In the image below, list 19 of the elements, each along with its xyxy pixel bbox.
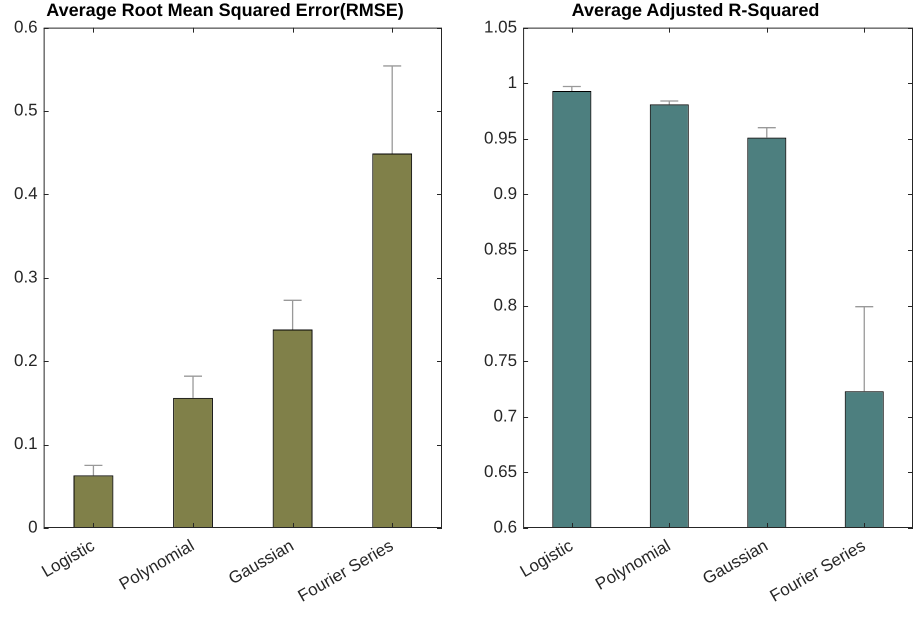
y-tick-label: 0.75 bbox=[484, 350, 518, 370]
y-tick-label: 0.1 bbox=[14, 434, 38, 454]
y-tick-label: 0.4 bbox=[14, 184, 38, 204]
chart-title: Average Root Mean Squared Error(RMSE) bbox=[46, 0, 404, 20]
chart-title: Average Adjusted R-Squared bbox=[572, 0, 820, 20]
y-tick-label: 0.3 bbox=[14, 267, 38, 286]
y-tick-label: 1.05 bbox=[484, 17, 518, 36]
y-tick-label: 0.6 bbox=[14, 17, 38, 36]
y-tick-label: 0.2 bbox=[14, 350, 38, 370]
y-tick-label: 0.95 bbox=[484, 128, 518, 148]
y-tick-label: 0.8 bbox=[493, 295, 518, 314]
y-tick-label: 0.65 bbox=[484, 462, 518, 482]
y-tick-label: 0.5 bbox=[14, 100, 38, 120]
y-tick-label: 0 bbox=[28, 518, 38, 537]
y-tick-label: 0.85 bbox=[484, 240, 518, 259]
y-tick-label: 0.9 bbox=[493, 184, 518, 204]
y-tick-label: 0.7 bbox=[493, 406, 518, 426]
y-tick-label: 0.6 bbox=[493, 518, 518, 537]
y-tick-label: 1 bbox=[508, 72, 518, 92]
